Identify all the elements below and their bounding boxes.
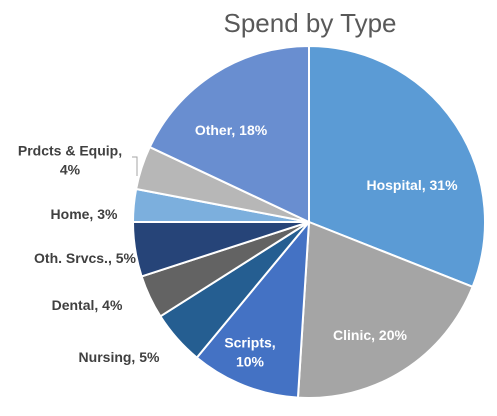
chart-title: Spend by Type [224, 8, 397, 38]
slice-label-other: Other, 18% [195, 122, 268, 138]
slice-label-home: Home, 3% [51, 206, 118, 222]
pie-slices [132, 45, 486, 399]
pie-slice-scripts [195, 221, 310, 399]
pie-slice-hospital [308, 45, 486, 288]
slice-label-dental: Dental, 4% [52, 297, 123, 313]
slice-label-prdcts-equip: Prdcts & Equip, 4% [18, 143, 122, 178]
slice-label-oth-srvcs: Oth. Srvcs., 5% [34, 250, 136, 266]
slice-label-nursing: Nursing, 5% [79, 349, 160, 365]
slice-label-hospital: Hospital, 31% [366, 177, 458, 193]
slice-label-scripts: Scripts, 10% [224, 335, 275, 370]
slice-labels: Hospital, 31% Clinic, 20% Scripts, 10% Nursi… [18, 122, 458, 370]
slice-label-clinic: Clinic, 20% [333, 327, 407, 343]
leader-lines [132, 156, 138, 176]
leader-line-prdcts-equip [132, 156, 138, 176]
pie-slice-other [148, 45, 310, 223]
pie-slice-clinic [296, 221, 474, 399]
